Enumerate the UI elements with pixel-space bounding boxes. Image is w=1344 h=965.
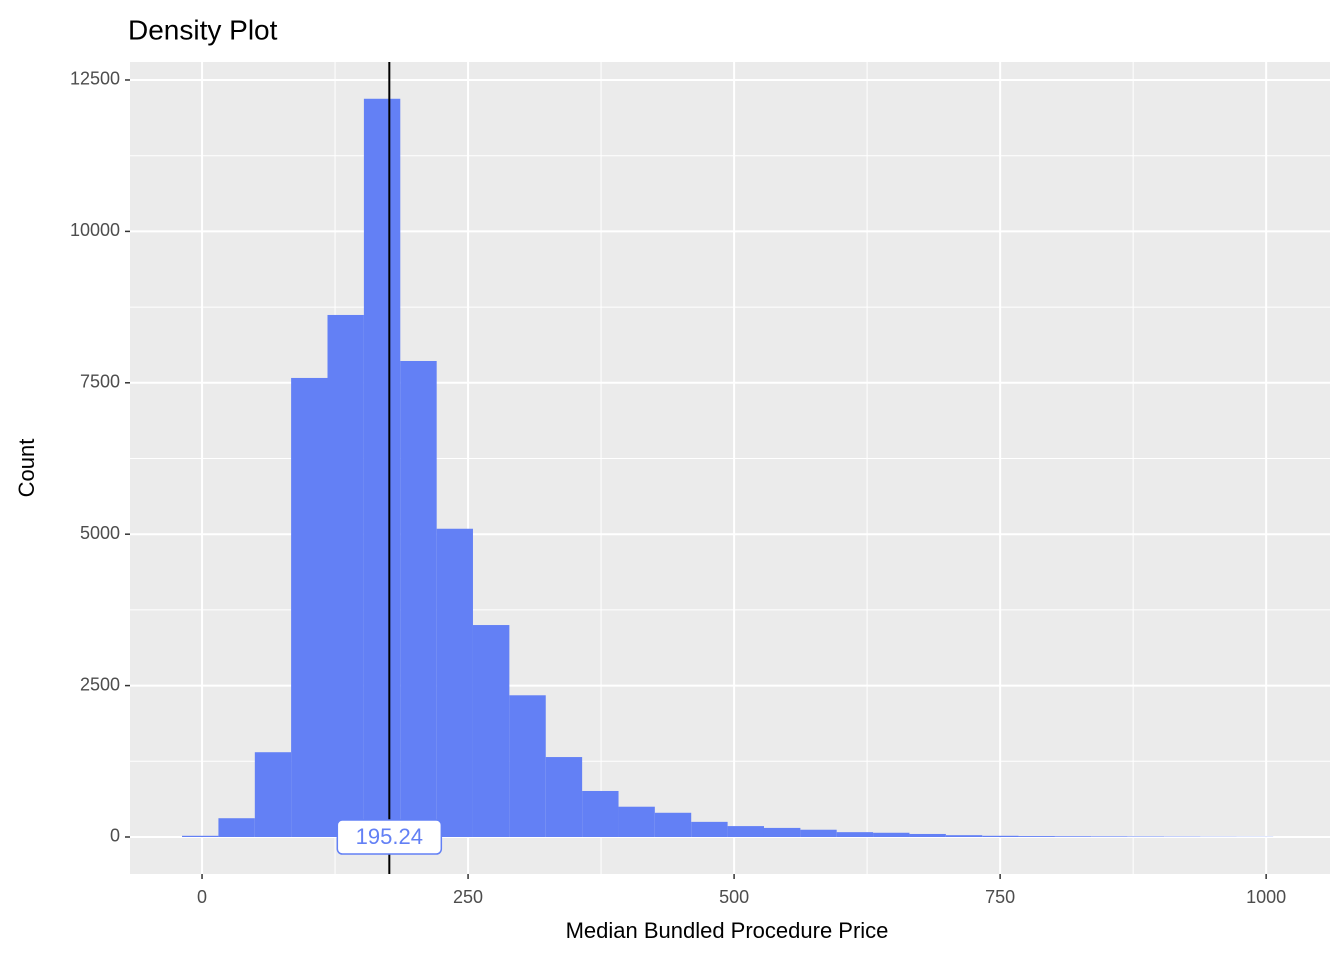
y-tick-label: 12500: [70, 69, 120, 89]
bar: [764, 828, 800, 837]
y-tick-label: 5000: [80, 523, 120, 543]
x-tick-label: 500: [719, 887, 749, 907]
x-tick-label: 0: [197, 887, 207, 907]
y-tick-label: 7500: [80, 372, 120, 392]
bar: [327, 315, 363, 837]
bar: [364, 99, 400, 837]
x-axis-label: Median Bundled Procedure Price: [566, 918, 889, 943]
bar: [1019, 836, 1055, 837]
bar: [509, 695, 545, 837]
bar: [655, 813, 691, 837]
bar: [909, 834, 945, 837]
bar: [291, 378, 327, 837]
bar: [582, 791, 618, 837]
bar: [982, 836, 1018, 837]
bar: [728, 826, 764, 837]
annotation-label: 195.24: [356, 824, 423, 849]
bar: [437, 529, 473, 837]
x-tick-label: 1000: [1246, 887, 1286, 907]
bar: [255, 752, 291, 837]
bar: [400, 361, 436, 837]
bar: [546, 757, 582, 837]
bar: [619, 807, 655, 837]
bar: [1091, 836, 1127, 837]
x-tick-label: 250: [453, 887, 483, 907]
y-tick-label: 0: [110, 826, 120, 846]
bar: [800, 830, 836, 837]
bar: [473, 625, 509, 837]
bar: [837, 832, 873, 837]
y-tick-label: 2500: [80, 674, 120, 694]
bar: [218, 818, 254, 837]
bar: [1055, 836, 1091, 837]
x-tick-label: 750: [985, 887, 1015, 907]
y-axis-label: Count: [14, 439, 39, 498]
bar: [691, 822, 727, 837]
y-tick-label: 10000: [70, 220, 120, 240]
bar: [182, 836, 218, 837]
chart-title: Density Plot: [128, 14, 278, 45]
bar: [946, 835, 982, 837]
bar: [873, 833, 909, 837]
